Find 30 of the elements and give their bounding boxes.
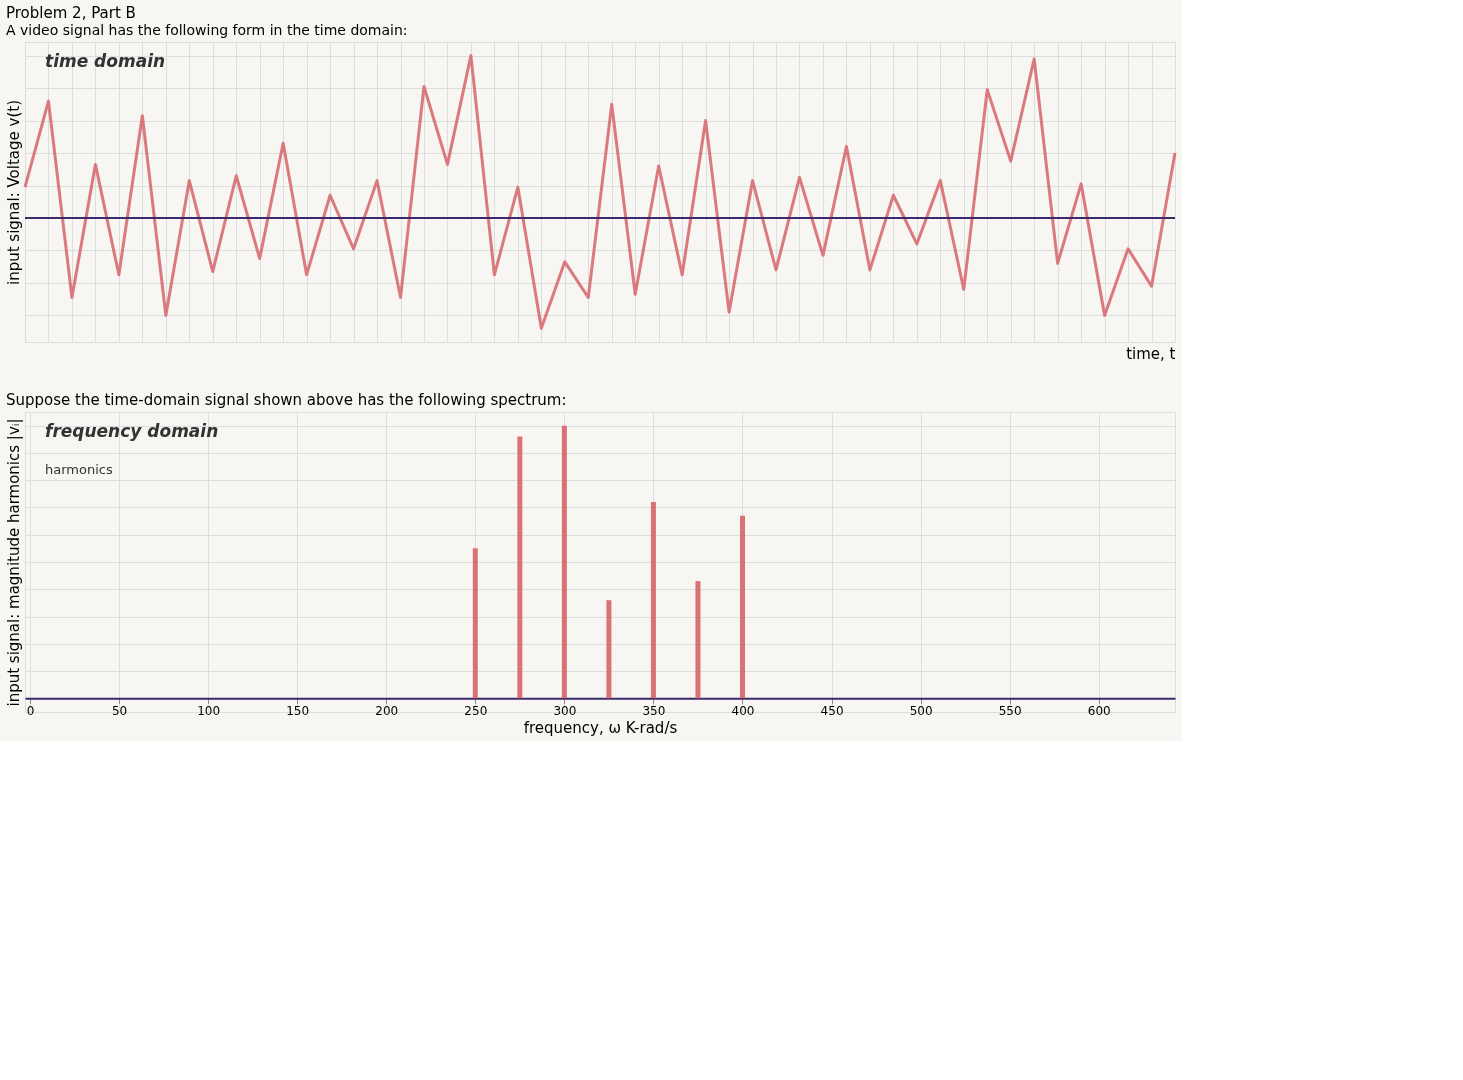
x-tick-label: 150 [286,703,310,718]
x-tick-label: 400 [731,703,755,718]
x-tick-label: 0 [26,703,35,718]
x-tick-label: 300 [553,703,577,718]
x-axis-title: frequency, ω K-rad/s [523,718,678,737]
bar [561,425,567,699]
annotation: frequency domain [45,421,219,441]
x-tick-label: 550 [998,703,1022,718]
bar [472,548,478,699]
annotation: time domain [45,51,166,71]
chart-title: Problem 2, Part B [6,4,136,22]
x-tick-label: 600 [1087,703,1111,718]
bar [740,515,745,699]
chart-subtitle: A video signal has the following form in the time domain: [6,22,408,38]
y-axis-title: input signal: magnitude harmonics |vᵢ| [4,418,23,707]
chart-title: Suppose the time-domain signal shown above has the following spectrum: [6,391,567,409]
x-tick-label: 200 [375,703,399,718]
x-tick-label: 100 [197,703,221,718]
bar [695,581,701,699]
bar [650,502,656,699]
annotation: harmonics [45,462,113,477]
x-tick-label: 50 [111,703,128,718]
x-tick-label: 450 [820,703,844,718]
x-tick-label: 500 [909,703,933,718]
bar [606,600,612,699]
x-tick-label: 250 [464,703,488,718]
x-tick-label: 350 [642,703,666,718]
bar [517,436,523,699]
y-axis-title: input signal: Voltage v(t) [4,99,23,286]
x-axis-title: time, t [1126,344,1176,363]
